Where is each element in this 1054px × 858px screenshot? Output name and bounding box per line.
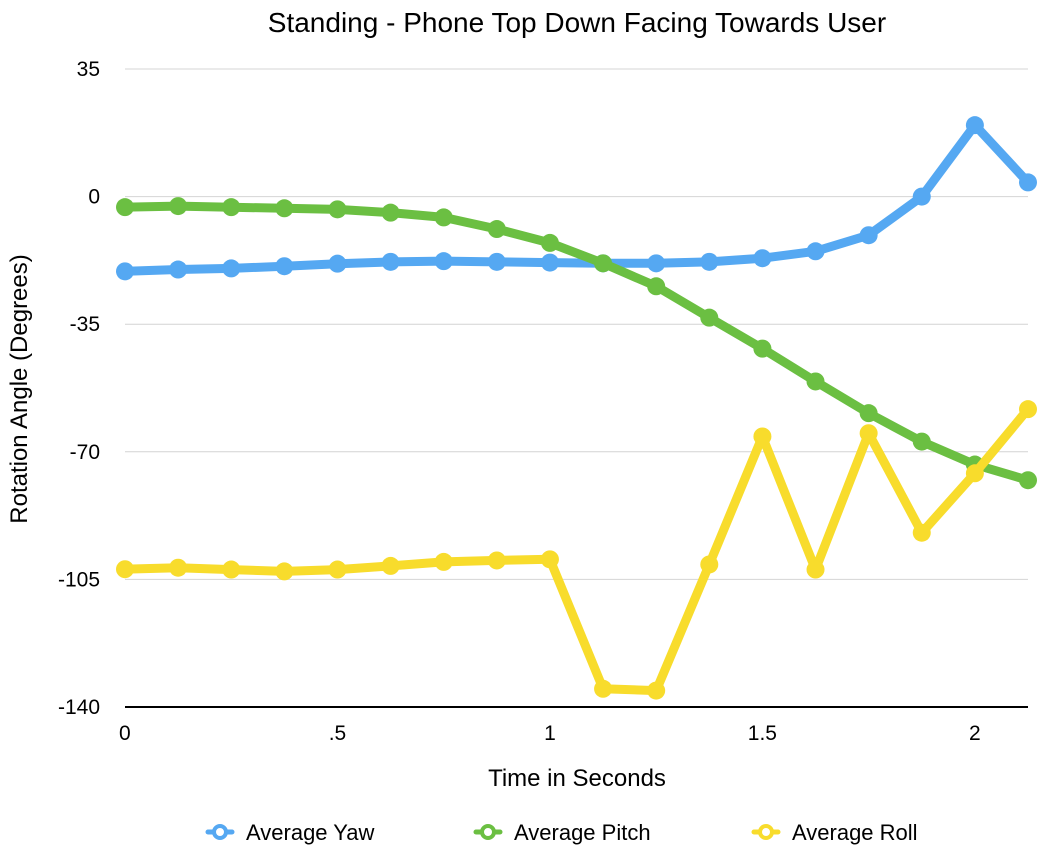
data-point (647, 254, 666, 273)
x-tick-label: 0 (119, 722, 131, 745)
y-tick-label: -140 (58, 696, 100, 719)
data-point (434, 208, 453, 227)
series-line-average-pitch (120, 201, 1033, 485)
data-point (434, 252, 453, 271)
y-axis-ticks: 35 0 -35 -70 -105 -140 (58, 58, 100, 719)
data-point (540, 233, 559, 252)
data-point (912, 523, 931, 542)
y-tick-label: 35 (77, 58, 100, 81)
data-point (1019, 400, 1037, 419)
legend: Average Yaw Average Pitch Average Roll (205, 820, 918, 845)
legend-swatch-marker (212, 824, 228, 840)
y-tick-label: 0 (88, 186, 100, 209)
series-average-pitch (116, 197, 1037, 490)
data-point (487, 252, 506, 271)
data-point (434, 552, 453, 571)
data-point (647, 277, 666, 296)
data-point (275, 199, 294, 218)
data-point (859, 424, 878, 443)
data-point (540, 253, 559, 272)
y-tick-label: -105 (58, 568, 100, 591)
data-point (381, 252, 400, 271)
x-tick-label: 1.5 (748, 722, 777, 745)
data-point (806, 242, 825, 261)
data-point (328, 560, 347, 579)
legend-label: Average Yaw (246, 820, 375, 845)
data-point (328, 200, 347, 219)
data-point (487, 551, 506, 570)
data-point (859, 404, 878, 423)
data-point (594, 679, 613, 698)
data-point (594, 254, 613, 273)
data-point (381, 203, 400, 222)
data-point (700, 555, 719, 574)
data-point (487, 220, 506, 239)
legend-label: Average Roll (792, 820, 918, 845)
data-point (806, 372, 825, 391)
data-point (965, 116, 984, 135)
data-point (912, 187, 931, 206)
x-tick-label: 1 (544, 722, 556, 745)
data-point (222, 560, 241, 579)
chart-title: Standing - Phone Top Down Facing Towards… (268, 7, 886, 38)
data-point (328, 254, 347, 273)
data-point (647, 681, 666, 700)
data-point (753, 249, 772, 268)
y-tick-label: -70 (70, 441, 100, 464)
legend-item-average-roll: Average Roll (751, 820, 918, 845)
data-point (700, 308, 719, 327)
x-tick-label: 2 (969, 722, 981, 745)
data-point (700, 252, 719, 271)
series-layer (116, 116, 1037, 700)
legend-swatch-marker (758, 824, 774, 840)
data-point (169, 260, 188, 279)
data-point (1019, 471, 1037, 490)
data-point (540, 550, 559, 569)
data-point (275, 562, 294, 581)
data-point (381, 556, 400, 575)
data-point (965, 464, 984, 483)
legend-swatch-marker (480, 824, 496, 840)
data-point (222, 259, 241, 278)
y-axis-label: Rotation Angle (Degrees) (6, 254, 33, 523)
data-point (116, 560, 134, 579)
data-point (222, 198, 241, 217)
x-tick-label: .5 (329, 722, 347, 745)
data-point (116, 198, 134, 217)
y-tick-label: -35 (70, 313, 100, 336)
x-axis-ticks: 0 .5 1 1.5 2 (119, 722, 981, 745)
legend-item-average-pitch: Average Pitch (473, 820, 651, 845)
data-point (753, 427, 772, 446)
data-point (116, 262, 134, 281)
data-point (912, 432, 931, 451)
x-axis-label: Time in Seconds (488, 765, 666, 792)
data-point (169, 197, 188, 216)
series-average-roll (116, 400, 1037, 700)
grid-lines (125, 68, 1028, 580)
legend-label: Average Pitch (514, 820, 651, 845)
legend-item-average-yaw: Average Yaw (205, 820, 375, 845)
data-point (753, 339, 772, 358)
data-point (169, 558, 188, 577)
data-point (275, 257, 294, 276)
data-point (1019, 173, 1037, 192)
data-point (859, 226, 878, 245)
data-point (806, 560, 825, 579)
